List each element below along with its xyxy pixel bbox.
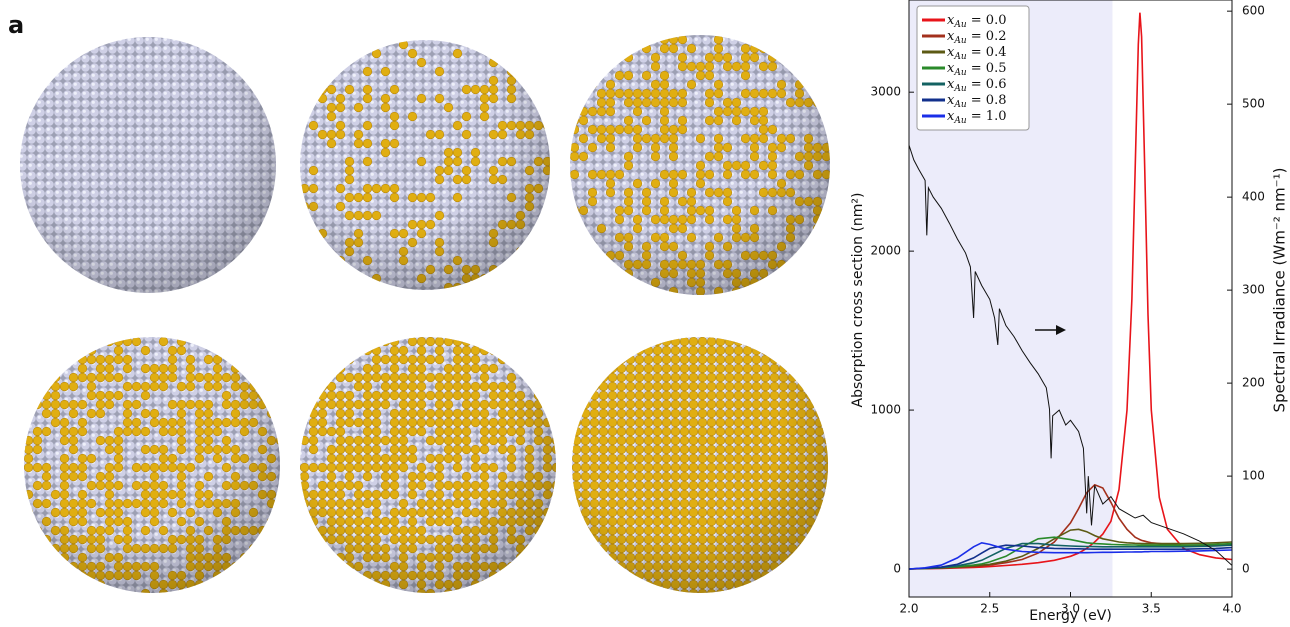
- y-tick-label: 2000: [870, 244, 901, 258]
- gold-atom: [552, 490, 561, 499]
- particle-shade: [20, 37, 276, 293]
- gold-atom: [662, 589, 671, 598]
- nanoparticle: [570, 35, 831, 296]
- gold-atom: [552, 427, 561, 436]
- gold-atom: [267, 517, 276, 526]
- gold-atom: [743, 337, 752, 346]
- y2-tick-label: 300: [1242, 283, 1265, 297]
- gold-atom: [824, 427, 833, 436]
- nanoparticle: [300, 40, 552, 292]
- gold-atom: [572, 508, 581, 517]
- y-tick-label: 1000: [870, 403, 901, 417]
- page: a 2.02.53.03.54.001000200030000100200300…: [0, 0, 1290, 627]
- y-tick-label: 0: [893, 562, 901, 576]
- gold-atom: [795, 251, 804, 260]
- particle-shade: [24, 337, 280, 593]
- x-tick-label: 2.5: [980, 602, 999, 616]
- y-tick-label: 3000: [870, 85, 901, 99]
- figure: a 2.02.53.03.54.001000200030000100200300…: [0, 0, 1290, 623]
- nanoparticle: [572, 337, 833, 598]
- x-tick-label: 3.5: [1142, 602, 1161, 616]
- gold-atom: [471, 337, 480, 346]
- gold-atom: [372, 40, 381, 49]
- panel-label: a: [8, 11, 24, 39]
- particle-shade: [300, 40, 550, 290]
- gold-atom: [177, 589, 186, 598]
- x-tick-label: 2.0: [899, 602, 918, 616]
- y2-axis-label: Spectral Irradiance (Wm⁻² nm⁻¹): [1271, 168, 1289, 413]
- x-tick-label: 4.0: [1222, 602, 1241, 616]
- gold-atom: [786, 260, 795, 269]
- gold-atom: [588, 80, 597, 89]
- gold-atom: [543, 517, 552, 526]
- y-axis-label: Absorption cross section (nm²): [850, 193, 866, 408]
- gold-atom: [741, 287, 750, 296]
- x-axis-label: Energy (eV): [1029, 608, 1112, 623]
- gold-atom: [725, 589, 734, 598]
- gold-atom: [453, 589, 462, 598]
- nanoparticle: [300, 337, 561, 598]
- y2-tick-label: 400: [1242, 190, 1265, 204]
- gold-atom: [24, 508, 33, 517]
- gold-atom: [752, 580, 761, 589]
- particle-shade: [572, 337, 828, 593]
- gold-atom: [822, 206, 831, 215]
- gold-atom: [114, 589, 123, 598]
- nanoparticle: [24, 337, 285, 598]
- y2-tick-label: 600: [1242, 4, 1265, 18]
- nanoparticle: [20, 37, 276, 293]
- y2-tick-label: 0: [1242, 562, 1250, 576]
- particle-shade: [570, 35, 830, 295]
- gold-atom: [824, 490, 833, 499]
- y2-tick-label: 200: [1242, 376, 1265, 390]
- gold-atom: [815, 517, 824, 526]
- particle-shade: [300, 337, 556, 593]
- nanoparticle-images: [20, 35, 833, 598]
- y2-tick-label: 100: [1242, 469, 1265, 483]
- gold-atom: [480, 580, 489, 589]
- y2-tick-label: 500: [1242, 97, 1265, 111]
- gold-atom: [300, 508, 309, 517]
